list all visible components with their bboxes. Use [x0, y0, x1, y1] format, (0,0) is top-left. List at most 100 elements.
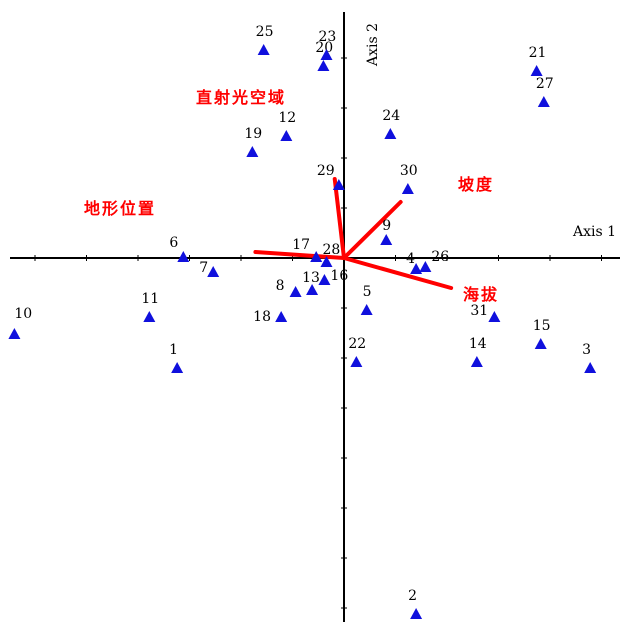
y-axis-label: Axis 2	[365, 23, 381, 67]
data-point: 13	[302, 270, 320, 295]
point-marker	[350, 356, 363, 367]
point-marker	[584, 362, 597, 373]
point-marker	[310, 251, 323, 262]
point-marker	[8, 328, 21, 339]
data-point: 9	[380, 218, 393, 245]
point-label: 22	[348, 336, 366, 352]
point-marker	[410, 608, 423, 619]
point-label: 13	[302, 270, 320, 286]
data-point: 2	[408, 588, 423, 619]
point-label: 1	[169, 342, 178, 358]
vector-arrow	[342, 200, 403, 260]
point-marker	[246, 146, 259, 157]
point-label: 15	[533, 318, 551, 334]
data-point: 22	[348, 336, 366, 367]
vector-label: 坡度	[458, 175, 494, 194]
point-marker	[177, 251, 190, 262]
point-marker	[360, 304, 373, 315]
data-point: 3	[582, 342, 597, 373]
data-point: 1	[169, 342, 184, 373]
data-point: 5	[360, 284, 373, 315]
vector-label: 海拔	[463, 285, 499, 304]
point-marker	[488, 311, 501, 322]
point-label: 10	[14, 306, 32, 322]
point-marker	[289, 286, 302, 297]
point-marker	[419, 261, 432, 272]
point-label: 24	[382, 108, 400, 124]
data-point: 11	[141, 291, 159, 322]
vector-label: 地形位置	[84, 199, 156, 218]
point-marker	[332, 179, 345, 190]
point-label: 11	[141, 291, 159, 307]
axes	[10, 12, 620, 622]
point-marker	[401, 183, 414, 194]
data-point: 20	[315, 40, 333, 71]
x-axis-label: Axis 1	[572, 224, 616, 240]
point-label: 19	[244, 126, 262, 142]
point-marker	[384, 128, 397, 139]
point-label: 3	[582, 342, 591, 358]
point-label: 20	[315, 40, 333, 56]
point-label: 12	[278, 110, 296, 126]
data-point: 24	[382, 108, 400, 139]
point-label: 17	[292, 237, 310, 253]
point-label: 9	[382, 218, 391, 234]
point-marker	[171, 362, 184, 373]
data-point: 12	[278, 110, 296, 141]
point-marker	[530, 65, 543, 76]
point-label: 23	[318, 29, 336, 45]
point-label: 5	[363, 284, 372, 300]
point-label: 28	[322, 242, 340, 258]
data-point: 17	[292, 237, 323, 262]
point-marker	[318, 274, 331, 285]
vector-arrow	[342, 256, 454, 290]
data-point: 6	[169, 235, 190, 262]
point-label: 26	[431, 249, 449, 265]
data-point: 21	[529, 45, 547, 76]
point-label: 21	[529, 45, 547, 61]
vector-label: 直射光空域	[196, 88, 286, 107]
point-marker	[207, 266, 220, 277]
data-point: 28	[320, 242, 340, 267]
point-marker	[534, 338, 547, 349]
point-marker	[470, 356, 483, 367]
point-marker	[143, 311, 156, 322]
point-label: 25	[256, 24, 274, 40]
point-marker	[410, 263, 423, 274]
point-label: 16	[330, 268, 348, 284]
data-point: 7	[199, 260, 220, 277]
data-point: 14	[469, 336, 487, 367]
point-marker	[275, 311, 288, 322]
vector-arrow	[253, 250, 346, 260]
point-label: 31	[470, 303, 488, 319]
point-label: 18	[253, 309, 271, 325]
point-marker	[320, 256, 333, 267]
data-point: 27	[536, 76, 554, 107]
point-marker	[317, 60, 330, 71]
point-label: 29	[317, 163, 335, 179]
data-point: 8	[276, 278, 302, 297]
point-label: 27	[536, 76, 554, 92]
point-label: 6	[169, 235, 178, 251]
point-label: 2	[408, 588, 417, 604]
data-point: 10	[8, 306, 32, 339]
data-point: 29	[317, 163, 345, 190]
data-point: 4	[406, 251, 423, 274]
point-marker	[380, 234, 393, 245]
point-label: 4	[406, 251, 415, 267]
data-point: 26	[419, 249, 449, 272]
data-point: 25	[256, 24, 274, 55]
data-point: 19	[244, 126, 262, 157]
data-point: 30	[400, 163, 418, 194]
vector-arrow	[332, 177, 346, 260]
point-label: 8	[276, 278, 285, 294]
data-point: 31	[470, 303, 501, 322]
point-label: 30	[400, 163, 418, 179]
data-point: 16	[318, 268, 348, 285]
point-marker	[306, 284, 319, 295]
point-label: 14	[469, 336, 487, 352]
point-label: 7	[199, 260, 208, 276]
